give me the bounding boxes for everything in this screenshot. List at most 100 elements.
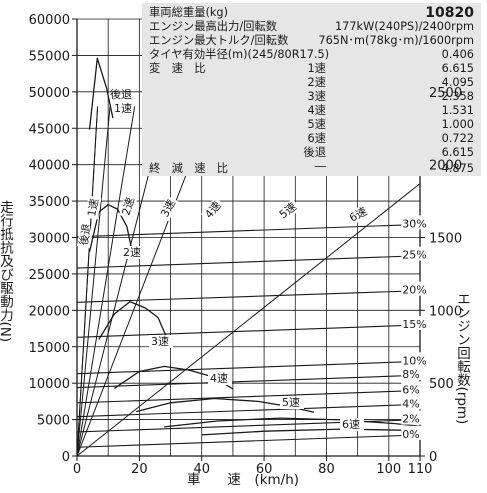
final-gear: ― xyxy=(315,160,327,173)
resistance-line xyxy=(77,434,420,448)
y-tick-label: 5000 xyxy=(37,414,70,429)
x-tick-label: 100 xyxy=(376,462,401,477)
gear-name: 後退 xyxy=(303,145,326,159)
rpm-label-bg xyxy=(118,193,138,219)
gear-label: 2速 xyxy=(123,246,141,259)
gear-label-bg xyxy=(149,335,173,348)
resistance-label-bg xyxy=(401,366,428,381)
resistance-label: 15% xyxy=(402,318,426,331)
resistance-label: 0% xyxy=(402,428,419,441)
spec-value: 0.406 xyxy=(442,48,474,61)
y-tick-label: 15000 xyxy=(29,341,70,356)
gear-name: 6速 xyxy=(308,132,327,145)
resistance-line xyxy=(77,290,420,303)
gear-ratio: 6.615 xyxy=(442,62,474,75)
rpm-line-label: 後退 xyxy=(76,222,94,246)
resistance-label-bg xyxy=(401,281,428,296)
x-tick-label: 40 xyxy=(193,462,210,477)
resistance-label-bg xyxy=(401,352,428,367)
rpm-tick-label: 500 xyxy=(429,377,454,392)
gear-ratio: 1.000 xyxy=(442,118,474,131)
drive-force-curve xyxy=(201,428,420,436)
gear-label: 4速 xyxy=(210,372,228,385)
x-tick-label: 80 xyxy=(318,462,335,477)
y-tick-label: 55000 xyxy=(29,49,70,64)
rpm-label-bg xyxy=(275,198,301,223)
gear-ratio: 6.615 xyxy=(442,146,474,159)
rpm-label-bg xyxy=(345,203,372,226)
resistance-label-bg xyxy=(401,410,428,425)
rpm-line xyxy=(77,106,136,456)
resistance-label-bg xyxy=(401,425,428,440)
resistance-label-bg xyxy=(401,381,428,396)
gear-label-bg xyxy=(280,396,304,409)
rpm-label-bg xyxy=(76,224,94,249)
rpm-tick-label: 1000 xyxy=(429,304,462,319)
gear-ratio: 2.358 xyxy=(442,90,474,103)
resistance-line xyxy=(77,389,420,404)
gear-label: 3速 xyxy=(151,335,169,348)
rpm-line xyxy=(77,183,420,456)
gear-label-bg xyxy=(340,418,364,431)
gear-label: 6速 xyxy=(342,418,360,431)
spec-value: 10820 xyxy=(425,5,474,21)
spec-box xyxy=(142,3,481,176)
spec-label: 車両総重量(kg) xyxy=(149,5,228,19)
y-tick-label: 60000 xyxy=(29,13,70,28)
resistance-line xyxy=(77,374,420,389)
resistance-label-bg xyxy=(401,395,428,410)
final-ratio-label: 終 減 速 比 xyxy=(149,161,228,175)
spec-value: 765N･m(78kg･m)/1600rpm xyxy=(318,34,474,47)
resistance-label: 4% xyxy=(402,397,419,410)
final-ratio: 4.875 xyxy=(442,162,474,175)
gear-name: 3速 xyxy=(308,90,327,103)
rpm-line-label: 2速 xyxy=(119,196,137,217)
y-tick-label: 25000 xyxy=(29,268,70,283)
rpm-tick-label: 2000 xyxy=(429,159,462,174)
resistance-label: 2% xyxy=(402,413,419,426)
gear-ratio: 4.095 xyxy=(442,76,474,89)
right-axis-title: エンジン回転数(rpm) xyxy=(454,292,471,424)
resistance-lines xyxy=(77,223,420,448)
resistance-label-bg xyxy=(401,215,428,230)
spec-label: エンジン最高出力/回転数 xyxy=(149,19,277,33)
resistance-label: 8% xyxy=(402,368,419,381)
x-axis-title: 車 速 (km/h) xyxy=(187,472,299,488)
gear-ratio-label: 変 速 比 xyxy=(149,61,206,75)
y-tick-label: 50000 xyxy=(29,86,70,101)
gear-label: 5速 xyxy=(282,396,300,409)
resistance-line xyxy=(77,403,420,418)
y-tick-label: 10000 xyxy=(29,377,70,392)
gear-label-bg xyxy=(121,246,145,259)
left-axis-title: 走行抵抗及び駆動力(N) xyxy=(0,200,14,342)
resistance-label: 10% xyxy=(402,354,426,367)
x-tick-label: 110 xyxy=(408,462,433,477)
gear-name: 5速 xyxy=(308,118,327,131)
rpm-line xyxy=(77,106,111,456)
resistance-label-bg xyxy=(401,246,428,261)
y-tick-label: 35000 xyxy=(29,195,70,210)
rpm-line-label: 1速 xyxy=(85,198,101,218)
rpm-tick-label: 2500 xyxy=(429,86,462,101)
rpm-label-bg xyxy=(201,197,226,223)
x-tick-label: 20 xyxy=(131,462,148,477)
resistance-label: 30% xyxy=(402,217,426,230)
x-tick-label: 60 xyxy=(256,462,273,477)
gear-name: 1速 xyxy=(308,62,327,75)
gear-label: 後退 xyxy=(110,87,132,101)
resistance-label: 6% xyxy=(402,383,419,396)
y-tick-label: 30000 xyxy=(29,232,70,247)
resistance-label: 25% xyxy=(402,249,426,262)
y-tick-label: 40000 xyxy=(29,159,70,174)
resistance-line xyxy=(77,324,420,338)
series-labels: 0%2%4%6%8%10%15%20%25%30%後退1速2速3速4速5速6速後… xyxy=(76,87,428,441)
resistance-line xyxy=(77,223,420,238)
resistance-label-bg xyxy=(401,315,428,330)
y-tick-label: 45000 xyxy=(29,122,70,137)
rpm-tick-label: 0 xyxy=(429,450,437,465)
gear-name: 4速 xyxy=(308,104,327,117)
x-tick-label: 0 xyxy=(73,462,81,477)
drive-force-curve xyxy=(88,57,114,130)
resistance-label: 20% xyxy=(402,284,426,297)
